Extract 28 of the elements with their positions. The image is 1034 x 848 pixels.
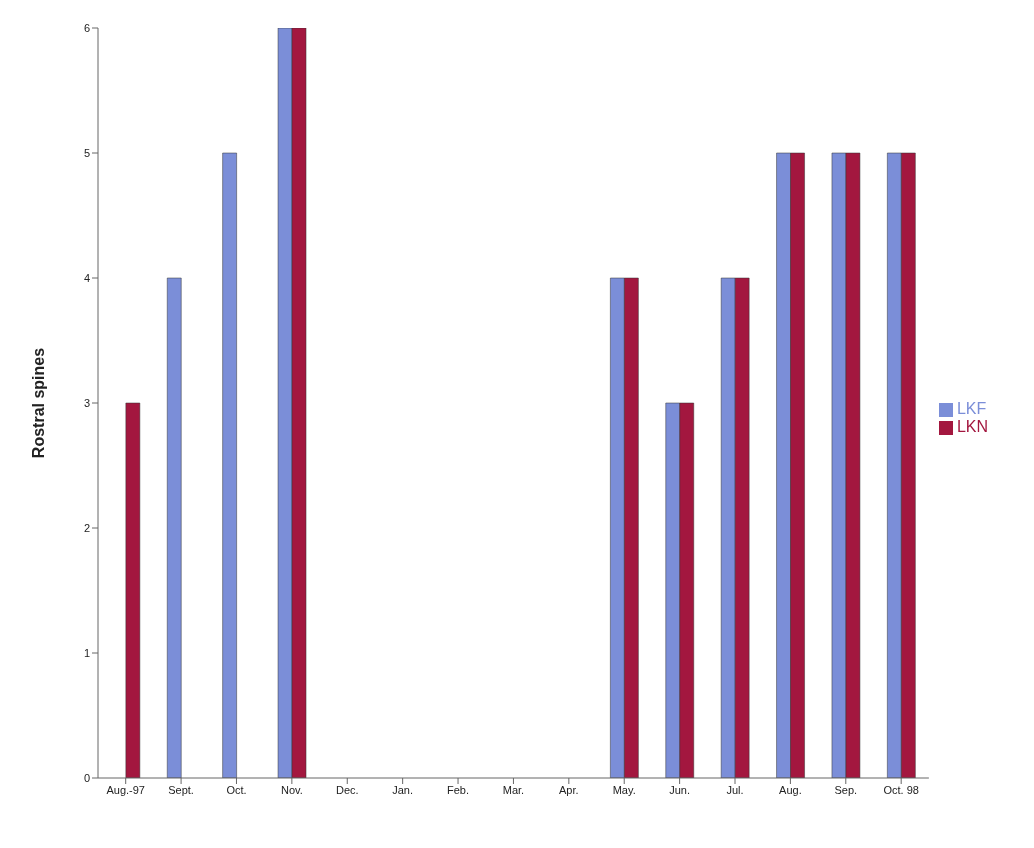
legend-label: LKF	[956, 400, 987, 417]
x-tick-label: Jul.	[726, 783, 744, 796]
y-axis-title: Rostral spines	[29, 347, 47, 459]
y-tick-label: 1	[83, 646, 90, 659]
y-tick-label: 4	[83, 271, 90, 284]
x-tick-label: Sept.	[168, 783, 194, 796]
bar	[166, 277, 182, 778]
x-tick-label: Mar.	[502, 783, 525, 796]
x-tick-label: Oct.	[226, 783, 247, 796]
bar	[222, 152, 237, 778]
x-tick-label: May.	[612, 783, 636, 796]
x-tick-label: Apr.	[559, 783, 579, 796]
x-tick-label: Aug.	[779, 783, 802, 796]
x-tick-label: Jan.	[392, 783, 414, 796]
bar	[125, 402, 141, 778]
legend-label: LKN	[956, 418, 988, 435]
x-tick-label: Sep.	[834, 783, 858, 796]
y-tick-label: 6	[83, 21, 90, 34]
x-tick-label: Dec.	[335, 783, 359, 796]
x-tick-label: Aug.-97	[106, 783, 145, 796]
y-tick-label: 2	[83, 521, 90, 534]
y-tick-label: 5	[83, 146, 90, 159]
x-tick-label: Feb.	[447, 783, 470, 796]
y-tick-label: 0	[83, 771, 90, 784]
y-tick-label: 3	[83, 396, 90, 409]
x-tick-label: Oct. 98	[883, 783, 919, 796]
x-tick-label: Nov.	[280, 783, 303, 796]
x-tick-label: Jun.	[669, 783, 691, 796]
